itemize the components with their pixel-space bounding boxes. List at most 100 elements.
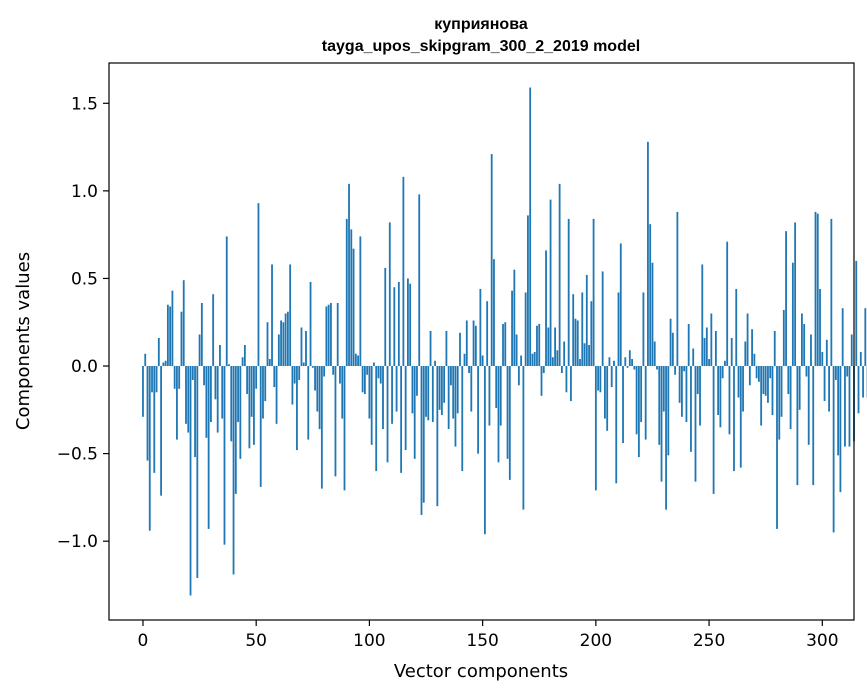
bar [536,325,538,367]
bar [162,362,165,367]
bar [495,366,498,409]
bar [615,366,618,484]
bar [647,141,649,367]
bar [506,366,509,459]
bar [570,366,572,402]
bar [377,366,380,379]
bar [549,199,552,367]
bar [370,366,373,445]
bar [531,353,534,367]
bar [742,366,744,412]
bar [209,366,212,423]
bar [160,366,162,496]
bar [239,366,242,459]
bar [413,366,416,459]
bar [318,366,321,430]
bar [597,366,600,391]
bar [420,366,423,515]
bar [588,345,590,367]
bar [803,323,806,367]
bar [477,366,480,454]
bar [214,366,217,400]
bar [667,366,670,456]
bar [212,294,215,367]
bar [728,366,731,435]
bar [255,366,258,389]
bar [757,366,760,382]
bar [637,366,640,458]
bar [151,366,153,393]
bar [463,353,466,367]
bar [146,366,149,461]
bar [579,359,581,367]
bar [264,366,267,402]
bar [701,264,704,367]
bar [585,274,588,367]
bar [832,366,835,533]
bar [225,236,228,367]
bar [282,322,285,367]
bar [379,366,382,384]
bar [246,366,249,395]
y-tick-label: 1.5 [71,94,98,114]
bar [699,366,701,426]
bar [180,311,183,367]
bar [407,278,409,367]
bar [780,366,783,417]
bar [572,294,575,367]
bar [721,366,724,379]
bar [397,281,400,367]
bar [395,366,398,412]
bar [343,366,346,491]
bar [404,366,407,451]
bar [171,290,174,367]
bar [311,366,314,368]
bar [656,366,658,370]
bar [810,334,812,367]
bar [692,348,695,367]
bar [807,366,810,445]
bar [400,366,403,473]
bar [583,343,586,367]
bar [513,269,516,367]
bar [710,313,713,367]
bar [198,334,201,367]
bar [658,366,661,445]
bar [547,327,550,367]
bar [429,330,432,367]
bar [228,364,230,367]
bar [481,355,484,367]
bar [690,366,692,452]
bar [166,304,169,367]
bar [778,366,781,440]
bar [470,366,473,412]
bar [554,327,556,367]
bar [366,366,369,375]
bar [203,366,206,386]
bar [694,366,697,482]
bar [187,366,190,433]
bar [844,366,846,447]
bar [189,366,192,596]
bar [316,366,319,412]
bars-group [142,87,867,596]
bar [144,353,147,367]
bar [816,213,819,367]
bar [273,366,276,388]
bar [678,366,681,403]
bar [730,338,733,367]
bar [769,366,772,379]
bar [857,366,860,414]
bar [375,366,378,472]
x-tick-label: 200 [580,631,612,651]
bar [268,359,271,367]
bar [173,366,176,389]
plot-frame [108,62,855,621]
bar [332,366,335,375]
bar [330,302,332,367]
bar [821,352,824,367]
bar [812,366,815,486]
bar [751,329,753,367]
bar [425,366,427,417]
bar [327,304,330,367]
